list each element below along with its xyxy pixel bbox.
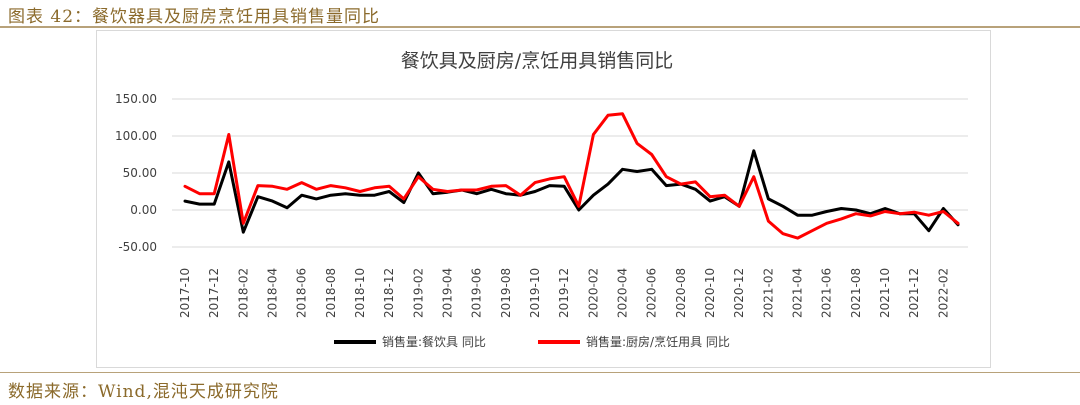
- top-divider: [0, 26, 1080, 28]
- source-note: 数据来源：Wind,混沌天成研究院: [8, 382, 279, 402]
- legend-label: 销售量:厨房/烹饪用具 同比: [586, 334, 730, 349]
- x-tick-label: 2019-04: [441, 268, 455, 318]
- chart-title: 餐饮具及厨房/烹饪用具销售同比: [401, 50, 673, 72]
- y-tick-label: 0.00: [130, 203, 157, 217]
- x-tick-label: 2021-12: [907, 268, 921, 318]
- x-tick-label: 2021-02: [761, 268, 775, 318]
- y-tick-label: -50.00: [118, 240, 157, 254]
- series-line: [183, 112, 960, 240]
- gridlines: [172, 98, 968, 248]
- x-tick-label: 2019-08: [499, 268, 513, 318]
- x-tick-label: 2019-06: [470, 268, 484, 318]
- legend-label: 销售量:餐饮具 同比: [382, 334, 486, 349]
- x-tick-label: 2022-02: [936, 268, 950, 318]
- y-tick-label: 100.00: [115, 129, 157, 143]
- x-tick-label: 2018-06: [295, 268, 309, 318]
- x-tick-label: 2019-12: [557, 268, 571, 318]
- legend: 销售量:餐饮具 同比 销售量:厨房/烹饪用具 同比: [334, 334, 730, 349]
- y-tick-label: 150.00: [115, 92, 157, 106]
- x-tick-label: 2020-12: [732, 268, 746, 318]
- x-tick-label: 2018-04: [266, 268, 280, 318]
- x-tick-label: 2020-02: [586, 268, 600, 318]
- x-tick-label: 2018-08: [324, 268, 338, 318]
- x-tick-label: 2020-08: [674, 268, 688, 318]
- series-lines: [183, 112, 960, 240]
- x-tick-label: 2021-04: [791, 268, 805, 318]
- y-tick-label: 50.00: [123, 166, 157, 180]
- bottom-divider: [0, 372, 1080, 373]
- x-tick-label: 2017-12: [207, 268, 221, 318]
- x-tick-label: 2018-12: [382, 268, 396, 318]
- x-tick-label: 2021-06: [820, 268, 834, 318]
- y-axis-ticks: 150.00 100.00 50.00 0.00 -50.00: [115, 92, 157, 254]
- x-tick-label: 2020-06: [645, 268, 659, 318]
- x-tick-label: 2021-08: [849, 268, 863, 318]
- x-tick-label: 2019-02: [411, 268, 425, 318]
- chart-frame: [96, 30, 991, 368]
- x-axis-ticks: 2017-10 2017-12 2018-02 2018-04 2018-06 2018-…: [178, 268, 950, 318]
- x-tick-label: 2019-10: [528, 268, 542, 318]
- x-tick-label: 2020-04: [616, 268, 630, 318]
- x-tick-label: 2017-10: [178, 268, 192, 318]
- series-line: [183, 149, 960, 234]
- x-tick-label: 2020-10: [703, 268, 717, 318]
- x-tick-label: 2018-02: [236, 268, 250, 318]
- x-tick-label: 2021-10: [878, 268, 892, 318]
- x-tick-label: 2018-10: [353, 268, 367, 318]
- figure-caption: 图表 42：餐饮器具及厨房烹饪用具销售量同比: [8, 7, 381, 27]
